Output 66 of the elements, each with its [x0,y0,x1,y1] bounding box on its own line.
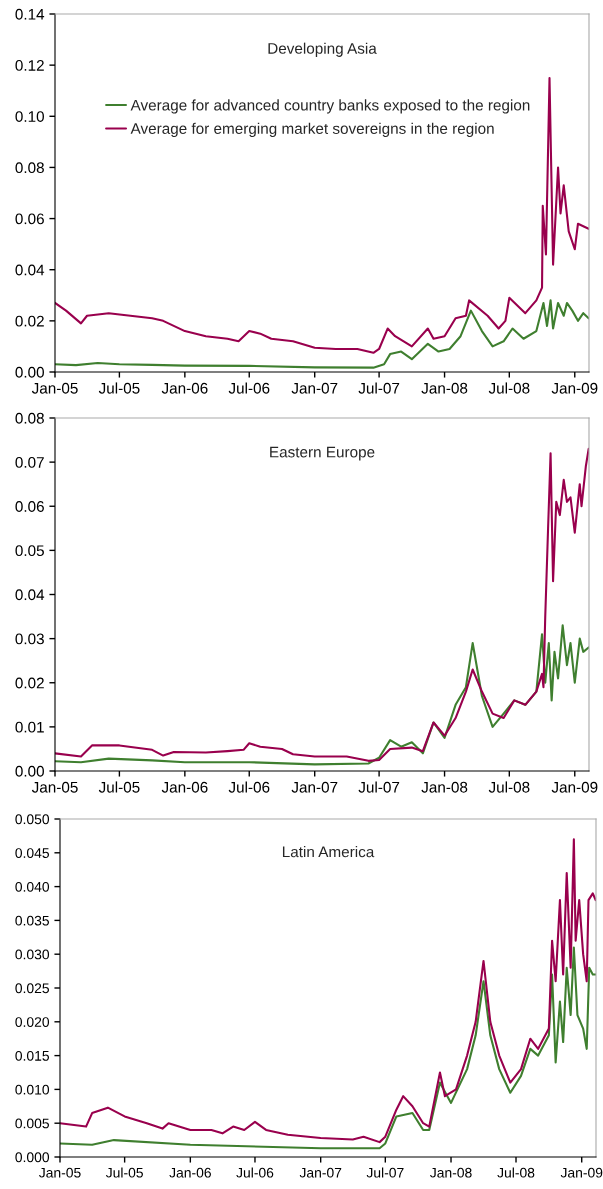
x-tick-label: Jul-08 [497,1167,535,1178]
x-tick-label: Jan-09 [551,382,598,394]
x-tick-label: Jul-08 [488,781,530,793]
x-tick-label: Jan-05 [31,382,78,394]
y-tick-label: 0.08 [15,162,44,174]
x-tick-label: Jul-08 [488,382,530,394]
y-tick-label: 0.00 [15,765,44,777]
line-series [60,838,596,1144]
y-tick-label: 0.02 [15,677,44,689]
x-tick-label: Jan-06 [169,1167,211,1178]
text: Developing Asia [268,42,377,57]
x-tick-label: Jan-08 [430,1167,472,1178]
y-tick-label: 0.06 [15,213,44,225]
x-tick-label: Jan-06 [161,382,208,394]
y-tick-label: 0.08 [15,412,44,424]
y-tick-label: 0.04 [15,589,45,601]
x-tick-label: Jan-09 [551,781,598,793]
legend-label: Average for advanced country banks exposed to the region [130,99,530,114]
x-tick-label: Jan-06 [161,781,208,793]
y-tick-label: 0.010 [15,1084,50,1095]
legend-label: Average for emerging market sovereigns in the region [130,122,494,137]
y-tick-label: 0.000 [15,1152,50,1163]
x-tick-label: Jul-06 [228,781,270,793]
x-tick-label: Jan-05 [31,781,78,793]
text: Eastern Europe [270,446,375,461]
x-tick-label: Jul-05 [105,1167,143,1178]
y-tick-label: 0.06 [15,501,44,512]
y-tick-label: 0.035 [15,915,49,926]
line-series [60,946,596,1150]
x-tick-label: Jul-06 [228,382,270,394]
line-series [55,624,589,766]
text: Latin America [282,846,375,858]
y-tick-label: 0.04 [15,264,45,276]
x-tick-label: Jan-07 [291,781,338,793]
y-tick-label: 0.00 [15,366,44,378]
y-tick-label: 0.01 [15,721,44,733]
y-tick-label: 0.025 [15,983,49,994]
y-tick-label: 0.020 [15,1017,50,1027]
x-tick-label: Jul-05 [98,781,140,793]
x-tick-label: Jan-07 [291,382,338,394]
y-tick-label: 0.02 [15,315,44,327]
y-tick-label: 0.015 [15,1050,49,1061]
y-tick-label: 0.03 [15,633,44,645]
x-tick-label: Jul-05 [98,382,140,394]
y-tick-label: 0.05 [15,545,44,557]
y-tick-label: 0.045 [15,848,49,858]
x-tick-label: Jul-07 [358,382,400,394]
x-tick-label: Jul-06 [236,1167,274,1178]
x-tick-label: Jan-05 [38,1167,81,1178]
x-tick-label: Jan-08 [421,382,468,394]
y-tick-label: 0.030 [15,949,50,960]
y-tick-label: 0.005 [15,1118,49,1129]
x-tick-label: Jan-09 [560,1167,603,1178]
x-tick-label: Jan-07 [299,1167,342,1178]
y-tick-label: 0.10 [15,111,44,122]
y-tick-label: 0.12 [15,60,44,71]
x-tick-label: Jul-07 [366,1167,404,1178]
y-tick-label: 0.14 [15,8,45,20]
x-tick-label: Jul-07 [358,781,400,793]
line-series [55,447,589,762]
line-series [55,76,589,354]
x-tick-label: Jan-08 [421,781,468,793]
line-series [55,299,589,369]
y-tick-label: 0.040 [15,881,50,892]
y-tick-label: 0.050 [15,814,50,825]
y-tick-label: 0.07 [15,456,44,468]
